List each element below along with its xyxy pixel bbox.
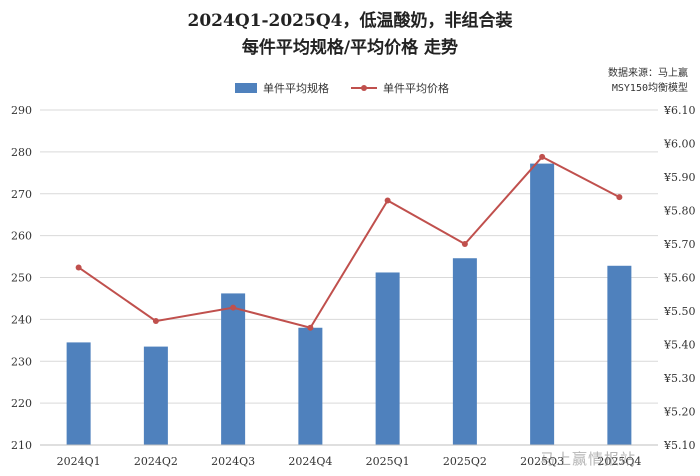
x-tick-label: 2024Q3 <box>211 455 255 468</box>
y-left-tick-label: 290 <box>11 104 32 117</box>
bar <box>66 342 91 445</box>
title-line-1: 2024Q1-2025Q4，低温酸奶，非组合装 <box>187 11 513 31</box>
price-point <box>152 318 159 325</box>
legend-line-label: 单件平均价格 <box>383 82 449 95</box>
x-tick-label: 2025Q2 <box>443 455 487 468</box>
bar <box>298 327 323 445</box>
bar-series <box>66 163 632 445</box>
price-point <box>616 194 623 201</box>
legend-bar-label: 单件平均规格 <box>263 82 329 95</box>
bar <box>221 293 246 445</box>
y-right-tick-label: ¥5.20 <box>663 406 696 419</box>
price-point <box>307 324 314 331</box>
title-line-2: 每件平均规格/平均价格 走势 <box>241 38 459 58</box>
y-left-tick-label: 250 <box>11 272 32 285</box>
legend-line-swatch <box>351 83 377 93</box>
y-left-tick-label: 240 <box>11 313 32 326</box>
price-point <box>539 153 546 160</box>
y-left-tick-label: 280 <box>11 146 32 159</box>
bar <box>375 272 400 445</box>
y-right-tick-label: ¥6.00 <box>663 138 696 151</box>
watermark: 马上赢情报站 <box>540 450 637 468</box>
y-left-tick-label: 230 <box>11 355 32 368</box>
source-line-1: 数据来源：马上赢 <box>608 68 688 79</box>
source-line-2: MSY150均衡模型 <box>611 83 688 94</box>
y-right-tick-label: ¥5.80 <box>663 205 696 218</box>
price-line <box>78 155 620 329</box>
bar <box>143 346 168 445</box>
legend-bar-swatch <box>235 83 257 93</box>
data-source-note: 数据来源：马上赢 MSY150均衡模型 <box>608 66 688 96</box>
price-point <box>230 304 237 311</box>
x-tick-label: 2024Q2 <box>134 455 178 468</box>
x-tick-label: 2025Q4 <box>597 455 641 468</box>
x-tick-label: 2024Q4 <box>288 455 332 468</box>
y-left-tick-label: 260 <box>11 230 32 243</box>
legend-item-bar: 单件平均规格 <box>235 80 329 96</box>
chart-title: 2024Q1-2025Q4，低温酸奶，非组合装 每件平均规格/平均价格 走势 <box>0 8 700 62</box>
x-tick-label: 2025Q3 <box>520 455 564 468</box>
price-point <box>75 264 82 271</box>
y-right-tick-label: ¥5.30 <box>663 372 696 385</box>
legend: 单件平均规格 单件平均价格 <box>235 80 471 96</box>
x-tick-label: 2025Q1 <box>366 455 410 468</box>
legend-item-line: 单件平均价格 <box>351 80 449 96</box>
y-right-tick-label: ¥5.50 <box>663 305 696 318</box>
y-left-tick-label: 220 <box>11 397 32 410</box>
y-right-tick-label: ¥5.10 <box>663 439 696 452</box>
line-series <box>75 153 623 331</box>
y-right-tick-label: ¥5.60 <box>663 272 696 285</box>
price-point <box>384 197 391 204</box>
x-tick-label: 2024Q1 <box>57 455 101 468</box>
y-right-tick-label: ¥6.10 <box>663 104 696 117</box>
bar <box>452 258 477 445</box>
y-left-tick-label: 270 <box>11 188 32 201</box>
y-right-tick-label: ¥5.40 <box>663 339 696 352</box>
y-left-tick-label: 210 <box>11 439 32 452</box>
grid-lines <box>40 109 658 446</box>
price-point <box>461 241 468 247</box>
y-right-tick-label: ¥5.70 <box>663 238 696 251</box>
bar <box>530 163 555 445</box>
bar <box>607 265 632 445</box>
y-right-tick-label: ¥5.90 <box>663 171 696 184</box>
axes: 210 220 230 240 250 260 270 280 290 ¥5.10 ¥5.20 ¥5.… <box>11 104 696 468</box>
